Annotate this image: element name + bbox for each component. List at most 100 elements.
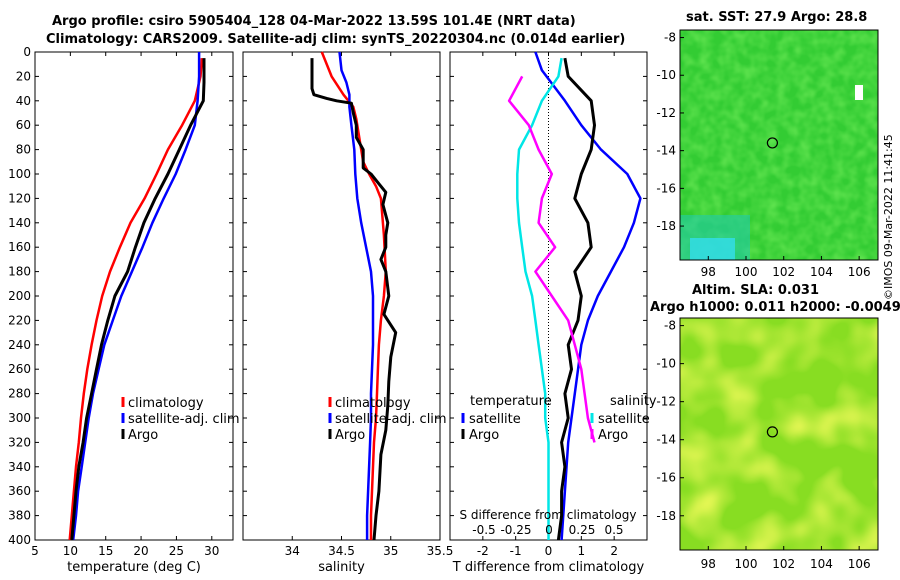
plot-title-line1: Argo profile: csiro 5905404_128 04-Mar-2… bbox=[52, 14, 576, 29]
x-tick-label: 2 bbox=[610, 544, 618, 558]
y-tick-label: 280 bbox=[8, 387, 31, 401]
map-lat-label: -10 bbox=[656, 357, 676, 371]
y-tick-label: 220 bbox=[8, 313, 31, 327]
axes-frame bbox=[242, 51, 441, 541]
map-lat-label: -14 bbox=[656, 144, 676, 158]
s-tick-label: 0.25 bbox=[569, 523, 596, 537]
y-tick-label: 140 bbox=[8, 216, 31, 230]
x-tick-label: 15 bbox=[98, 544, 113, 558]
series-climatology bbox=[320, 51, 388, 540]
map-lat-label: -12 bbox=[656, 106, 676, 120]
map-lat-label: -14 bbox=[656, 433, 676, 447]
legend-label: satellite bbox=[469, 412, 521, 427]
legend-title-salinity: salinity bbox=[610, 394, 657, 409]
map-lat-label: -8 bbox=[664, 319, 676, 333]
y-tick-label: 360 bbox=[8, 484, 31, 498]
map-lat-label: -16 bbox=[656, 181, 676, 195]
map-lon-label: 104 bbox=[810, 557, 833, 571]
y-tick-label: 300 bbox=[8, 411, 31, 425]
legend-label: climatology bbox=[128, 396, 204, 411]
map-lon-label: 106 bbox=[848, 557, 871, 571]
legend-title-temperature: temperature bbox=[470, 394, 552, 409]
x-axis-label: salinity bbox=[318, 560, 365, 575]
map-lat-label: -10 bbox=[656, 68, 676, 82]
argo-position-marker bbox=[766, 426, 779, 438]
map-lon-label: 98 bbox=[701, 557, 716, 571]
sst-map-title: sat. SST: 27.9 Argo: 28.8 bbox=[686, 10, 868, 25]
y-tick-label: 200 bbox=[8, 289, 31, 303]
series-argo bbox=[310, 58, 398, 541]
map-lon-label: 102 bbox=[772, 265, 795, 279]
legend-label: satellite bbox=[598, 412, 650, 427]
x-tick-label: 35 bbox=[383, 544, 398, 558]
legend-label: Argo bbox=[128, 428, 158, 443]
y-tick-label: 180 bbox=[8, 265, 31, 279]
legend-label: climatology bbox=[335, 396, 411, 411]
x-tick-label: 1 bbox=[578, 544, 586, 558]
s-axis-label: S difference from climatology bbox=[460, 508, 637, 522]
legend-label: satellite-adj. clim bbox=[128, 412, 240, 427]
sla-map-subtitle: Argo h1000: 0.011 h2000: -0.0049 bbox=[650, 300, 900, 315]
plot-title-line2: Climatology: CARS2009. Satellite-adj cli… bbox=[46, 32, 626, 47]
legend-label: satellite-adj. clim bbox=[335, 412, 447, 427]
map-lat-label: -16 bbox=[656, 471, 676, 485]
series-temperature-satellite bbox=[534, 51, 642, 541]
series-salinity-satellite bbox=[516, 57, 563, 540]
x-tick-label: 10 bbox=[63, 544, 78, 558]
y-tick-label: 0 bbox=[23, 45, 31, 59]
y-tick-label: 240 bbox=[8, 338, 31, 352]
sst-map bbox=[679, 29, 879, 261]
series-salinity-argo bbox=[507, 75, 596, 443]
map-lon-label: 100 bbox=[735, 557, 758, 571]
x-axis-label: T difference from climatology bbox=[452, 560, 645, 575]
profile-plots: 0204060801001201401601802002202402602803… bbox=[8, 45, 657, 575]
legend-label: Argo bbox=[598, 428, 628, 443]
y-tick-label: 120 bbox=[8, 191, 31, 205]
y-tick-label: 380 bbox=[8, 509, 31, 523]
legend-label: Argo bbox=[335, 428, 365, 443]
map-ticks: 98 98 100 100 102 102 104 104 106 106 -8 -8 -10 -10 -1… bbox=[656, 31, 870, 571]
map-lat-label: -8 bbox=[664, 31, 676, 45]
map-lon-label: 102 bbox=[772, 557, 795, 571]
s-tick-label: 0 bbox=[545, 523, 553, 537]
series-satellite-adj-clim bbox=[71, 52, 201, 541]
s-tick-label: -0.25 bbox=[500, 523, 531, 537]
y-tick-label: 20 bbox=[16, 69, 31, 83]
y-tick-label: 340 bbox=[8, 460, 31, 474]
axes-differences: -2 -1 0 1 2 T difference from climatology temp… bbox=[449, 51, 657, 575]
map-lat-label: -12 bbox=[656, 395, 676, 409]
y-tick-label: 160 bbox=[8, 240, 31, 254]
map-lon-label: 106 bbox=[848, 265, 871, 279]
x-tick-label: -2 bbox=[477, 544, 489, 558]
y-tick-label: 80 bbox=[16, 143, 31, 157]
map-lon-label: 98 bbox=[701, 265, 716, 279]
x-tick-label: 35.5 bbox=[427, 544, 454, 558]
argo-position-marker bbox=[766, 137, 779, 149]
map-lat-label: -18 bbox=[656, 219, 676, 233]
axes-salinity: 34 34.5 35 35.5 salinity climatologysatellite… bbox=[242, 51, 454, 575]
y-tick-label: 40 bbox=[16, 94, 31, 108]
x-tick-label: 20 bbox=[133, 544, 148, 558]
map-lon-label: 104 bbox=[810, 265, 833, 279]
sla-map-title: Altim. SLA: 0.031 bbox=[692, 283, 819, 298]
x-tick-label: 25 bbox=[169, 544, 184, 558]
s-tick-label: 0.5 bbox=[604, 523, 623, 537]
x-tick-label: 30 bbox=[204, 544, 219, 558]
x-tick-label: 5 bbox=[31, 544, 39, 558]
y-tick-label: 100 bbox=[8, 167, 31, 181]
series-argo bbox=[70, 58, 206, 541]
x-tick-label: 34 bbox=[285, 544, 300, 558]
y-tick-label: 60 bbox=[16, 118, 31, 132]
x-tick-label: -1 bbox=[510, 544, 522, 558]
sla-map bbox=[679, 317, 879, 551]
x-axis-label: temperature (deg C) bbox=[67, 560, 201, 575]
map-lat-label: -18 bbox=[656, 509, 676, 523]
copyright-text: ©IMOS 09-Mar-2022 11:41:45 bbox=[882, 134, 895, 300]
axes-temperature: 0 20 40 60 80 100 120 140 160 180 200 220 240 260 280 3… bbox=[8, 45, 240, 575]
x-tick-label: 34.5 bbox=[328, 544, 355, 558]
axes-frame bbox=[34, 51, 234, 541]
legend-label: Argo bbox=[469, 428, 499, 443]
series-climatology bbox=[68, 58, 204, 541]
y-tick-label: 400 bbox=[8, 533, 31, 547]
